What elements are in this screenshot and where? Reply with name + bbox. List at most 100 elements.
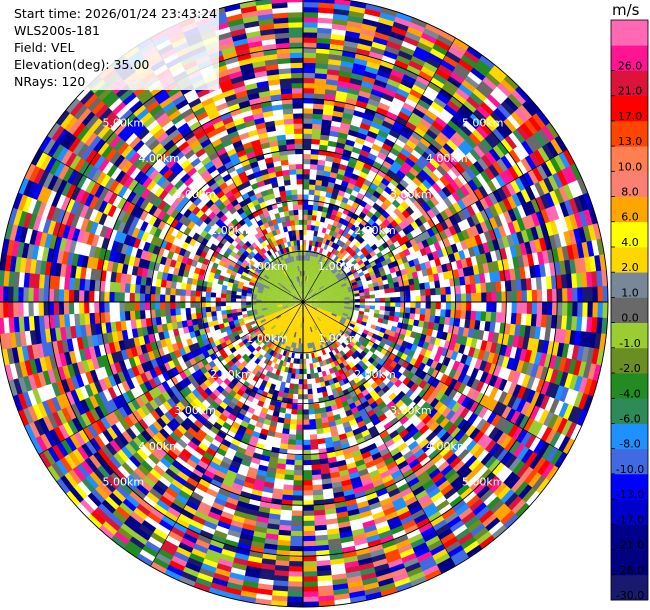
velocity-cell [379,147,391,157]
velocity-cell [287,299,293,301]
velocity-cell [295,311,299,317]
velocity-cell [296,293,300,298]
velocity-cell [294,316,298,322]
velocity-cell [500,138,514,153]
velocity-cell [311,245,315,252]
velocity-cell [282,303,288,306]
velocity-cell [480,209,490,222]
velocity-cell [361,80,375,90]
velocity-cell [500,489,515,504]
velocity-cell [315,340,320,347]
velocity-cell [491,462,505,477]
velocity-cell [259,327,266,333]
velocity-cell [570,163,583,181]
velocity-cell [343,332,350,339]
velocity-cell [536,289,543,303]
velocity-cell [419,169,430,180]
velocity-cell [506,291,513,303]
velocity-cell [356,268,364,274]
velocity-cell [320,287,326,292]
velocity-cell [288,305,294,309]
velocity-cell [285,274,291,281]
velocity-cell [418,424,430,436]
velocity-cell [326,251,332,258]
velocity-cell [302,424,310,431]
velocity-cell [378,194,387,203]
velocity-cell [591,317,598,334]
velocity-cell [292,289,297,295]
velocity-cell [353,57,369,67]
velocity-cell [347,262,354,269]
velocity-cell [359,302,366,306]
velocity-cell [291,309,297,314]
velocity-cell [446,472,460,485]
velocity-cell [469,357,478,369]
velocity-cell [386,169,397,179]
velocity-cell [269,314,276,319]
velocity-cell [321,310,327,314]
velocity-cell [512,443,526,459]
velocity-cell [440,483,454,496]
velocity-cell [538,409,550,425]
velocity-cell [315,289,321,294]
velocity-cell [510,179,522,194]
velocity-cell [316,281,321,287]
velocity-cell [573,228,582,245]
velocity-cell [410,444,422,455]
velocity-cell [270,259,276,266]
velocity-cell [319,327,325,333]
velocity-cell [586,240,595,258]
velocity-cell [318,298,324,301]
velocity-cell [394,232,403,241]
velocity-cell [468,427,481,441]
velocity-cell [418,224,428,234]
velocity-cell [434,362,444,372]
velocity-cell [279,310,285,314]
velocity-cell [351,318,358,323]
velocity-cell [375,198,384,207]
velocity-cell [443,227,453,238]
velocity-cell [435,381,445,392]
velocity-cell [327,320,333,326]
velocity-cell [307,209,313,216]
velocity-cell [361,23,378,32]
velocity-cell [284,309,290,313]
velocity-cell [359,307,365,312]
velocity-cell [317,315,323,321]
velocity-cell [392,260,399,268]
velocity-cell [281,285,287,290]
velocity-cell [256,308,263,312]
velocity-cell [303,297,307,302]
velocity-cell [461,139,474,153]
velocity-cell [322,331,328,338]
velocity-cell [298,306,302,312]
velocity-cell [459,487,474,501]
velocity-cell [288,429,297,435]
velocity-cell [411,271,419,279]
velocity-cell [294,295,299,299]
velocity-cell [309,282,313,289]
velocity-cell [597,302,604,319]
velocity-cell [492,189,503,203]
velocity-cell [315,280,320,286]
velocity-cell [340,327,347,333]
velocity-cell [480,436,493,450]
velocity-cell [332,13,349,21]
velocity-cell [322,307,329,311]
velocity-cell [563,388,575,405]
velocity-cell [479,489,494,503]
velocity-cell [344,321,351,326]
velocity-cell [293,255,297,262]
velocity-cell [313,279,318,285]
velocity-cell [411,189,421,200]
velocity-cell [332,336,338,343]
velocity-cell [396,204,406,214]
velocity-cell [485,311,492,323]
velocity-cell [292,303,299,306]
velocity-cell [551,415,564,432]
velocity-cell [285,335,290,341]
velocity-cell [365,322,372,329]
velocity-cell [500,78,516,94]
velocity-cell [379,97,393,107]
velocity-cell [308,240,313,246]
